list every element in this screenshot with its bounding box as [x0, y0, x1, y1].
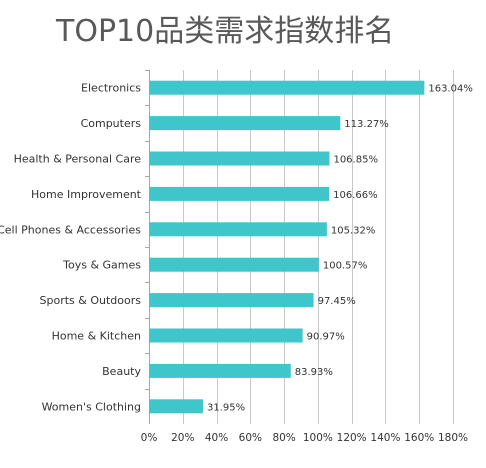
chart-title: TOP10品类需求指数排名: [56, 14, 395, 49]
category-label-8: Home & Kitchen: [52, 330, 141, 343]
bar-8: [149, 328, 303, 343]
x-tick-label-120: 120%: [337, 432, 367, 444]
value-label-10: 31.95%: [207, 402, 245, 413]
category-label-2: Computers: [81, 117, 142, 130]
bar-10: [149, 399, 203, 414]
x-tick-label-20: 20%: [171, 432, 194, 444]
x-tick-label-60: 60%: [239, 432, 262, 444]
value-label-4: 106.66%: [333, 190, 378, 201]
category-label-4: Home Improvement: [31, 188, 142, 201]
x-tick-label-40: 40%: [205, 432, 228, 444]
x-tick-label-0: 0%: [141, 432, 158, 444]
value-label-9: 83.93%: [295, 367, 333, 378]
bar-3: [149, 151, 330, 166]
bar-2: [149, 116, 341, 131]
x-tick-label-100: 100%: [303, 432, 333, 444]
bar-1: [149, 80, 425, 95]
value-label-8: 90.97%: [307, 332, 345, 343]
category-label-10: Women's Clothing: [42, 400, 141, 413]
value-labels: 163.04% 113.27% 106.85% 106.66% 105.32% 100.5…: [207, 84, 473, 414]
value-label-2: 113.27%: [344, 119, 389, 130]
category-labels: Electronics Computers Health & Personal Ca…: [0, 82, 142, 414]
x-tick-label-160: 160%: [404, 432, 434, 444]
x-tick-labels: 0% 20% 40% 60% 80% 100% 120% 140% 160% 180%: [141, 432, 468, 444]
category-label-1: Electronics: [81, 82, 141, 95]
category-label-9: Beauty: [102, 365, 141, 378]
value-label-5: 105.32%: [331, 225, 376, 236]
bar-6: [149, 257, 319, 272]
bar-9: [149, 363, 291, 378]
x-tick-label-140: 140%: [370, 432, 400, 444]
x-tick-label-80: 80%: [272, 432, 295, 444]
x-tick-label-180: 180%: [438, 432, 468, 444]
bar-4: [149, 186, 330, 201]
bar-5: [149, 222, 327, 237]
value-label-1: 163.04%: [428, 84, 473, 95]
bars: [149, 80, 425, 414]
value-label-7: 97.45%: [318, 296, 356, 307]
category-label-5: Cell Phones & Accessories: [0, 223, 141, 236]
value-label-3: 106.85%: [333, 155, 378, 166]
category-label-7: Sports & Outdoors: [40, 294, 142, 307]
value-label-6: 100.57%: [323, 261, 368, 272]
category-label-3: Health & Personal Care: [14, 153, 142, 166]
category-label-6: Toys & Games: [62, 259, 141, 272]
bar-7: [149, 293, 314, 308]
